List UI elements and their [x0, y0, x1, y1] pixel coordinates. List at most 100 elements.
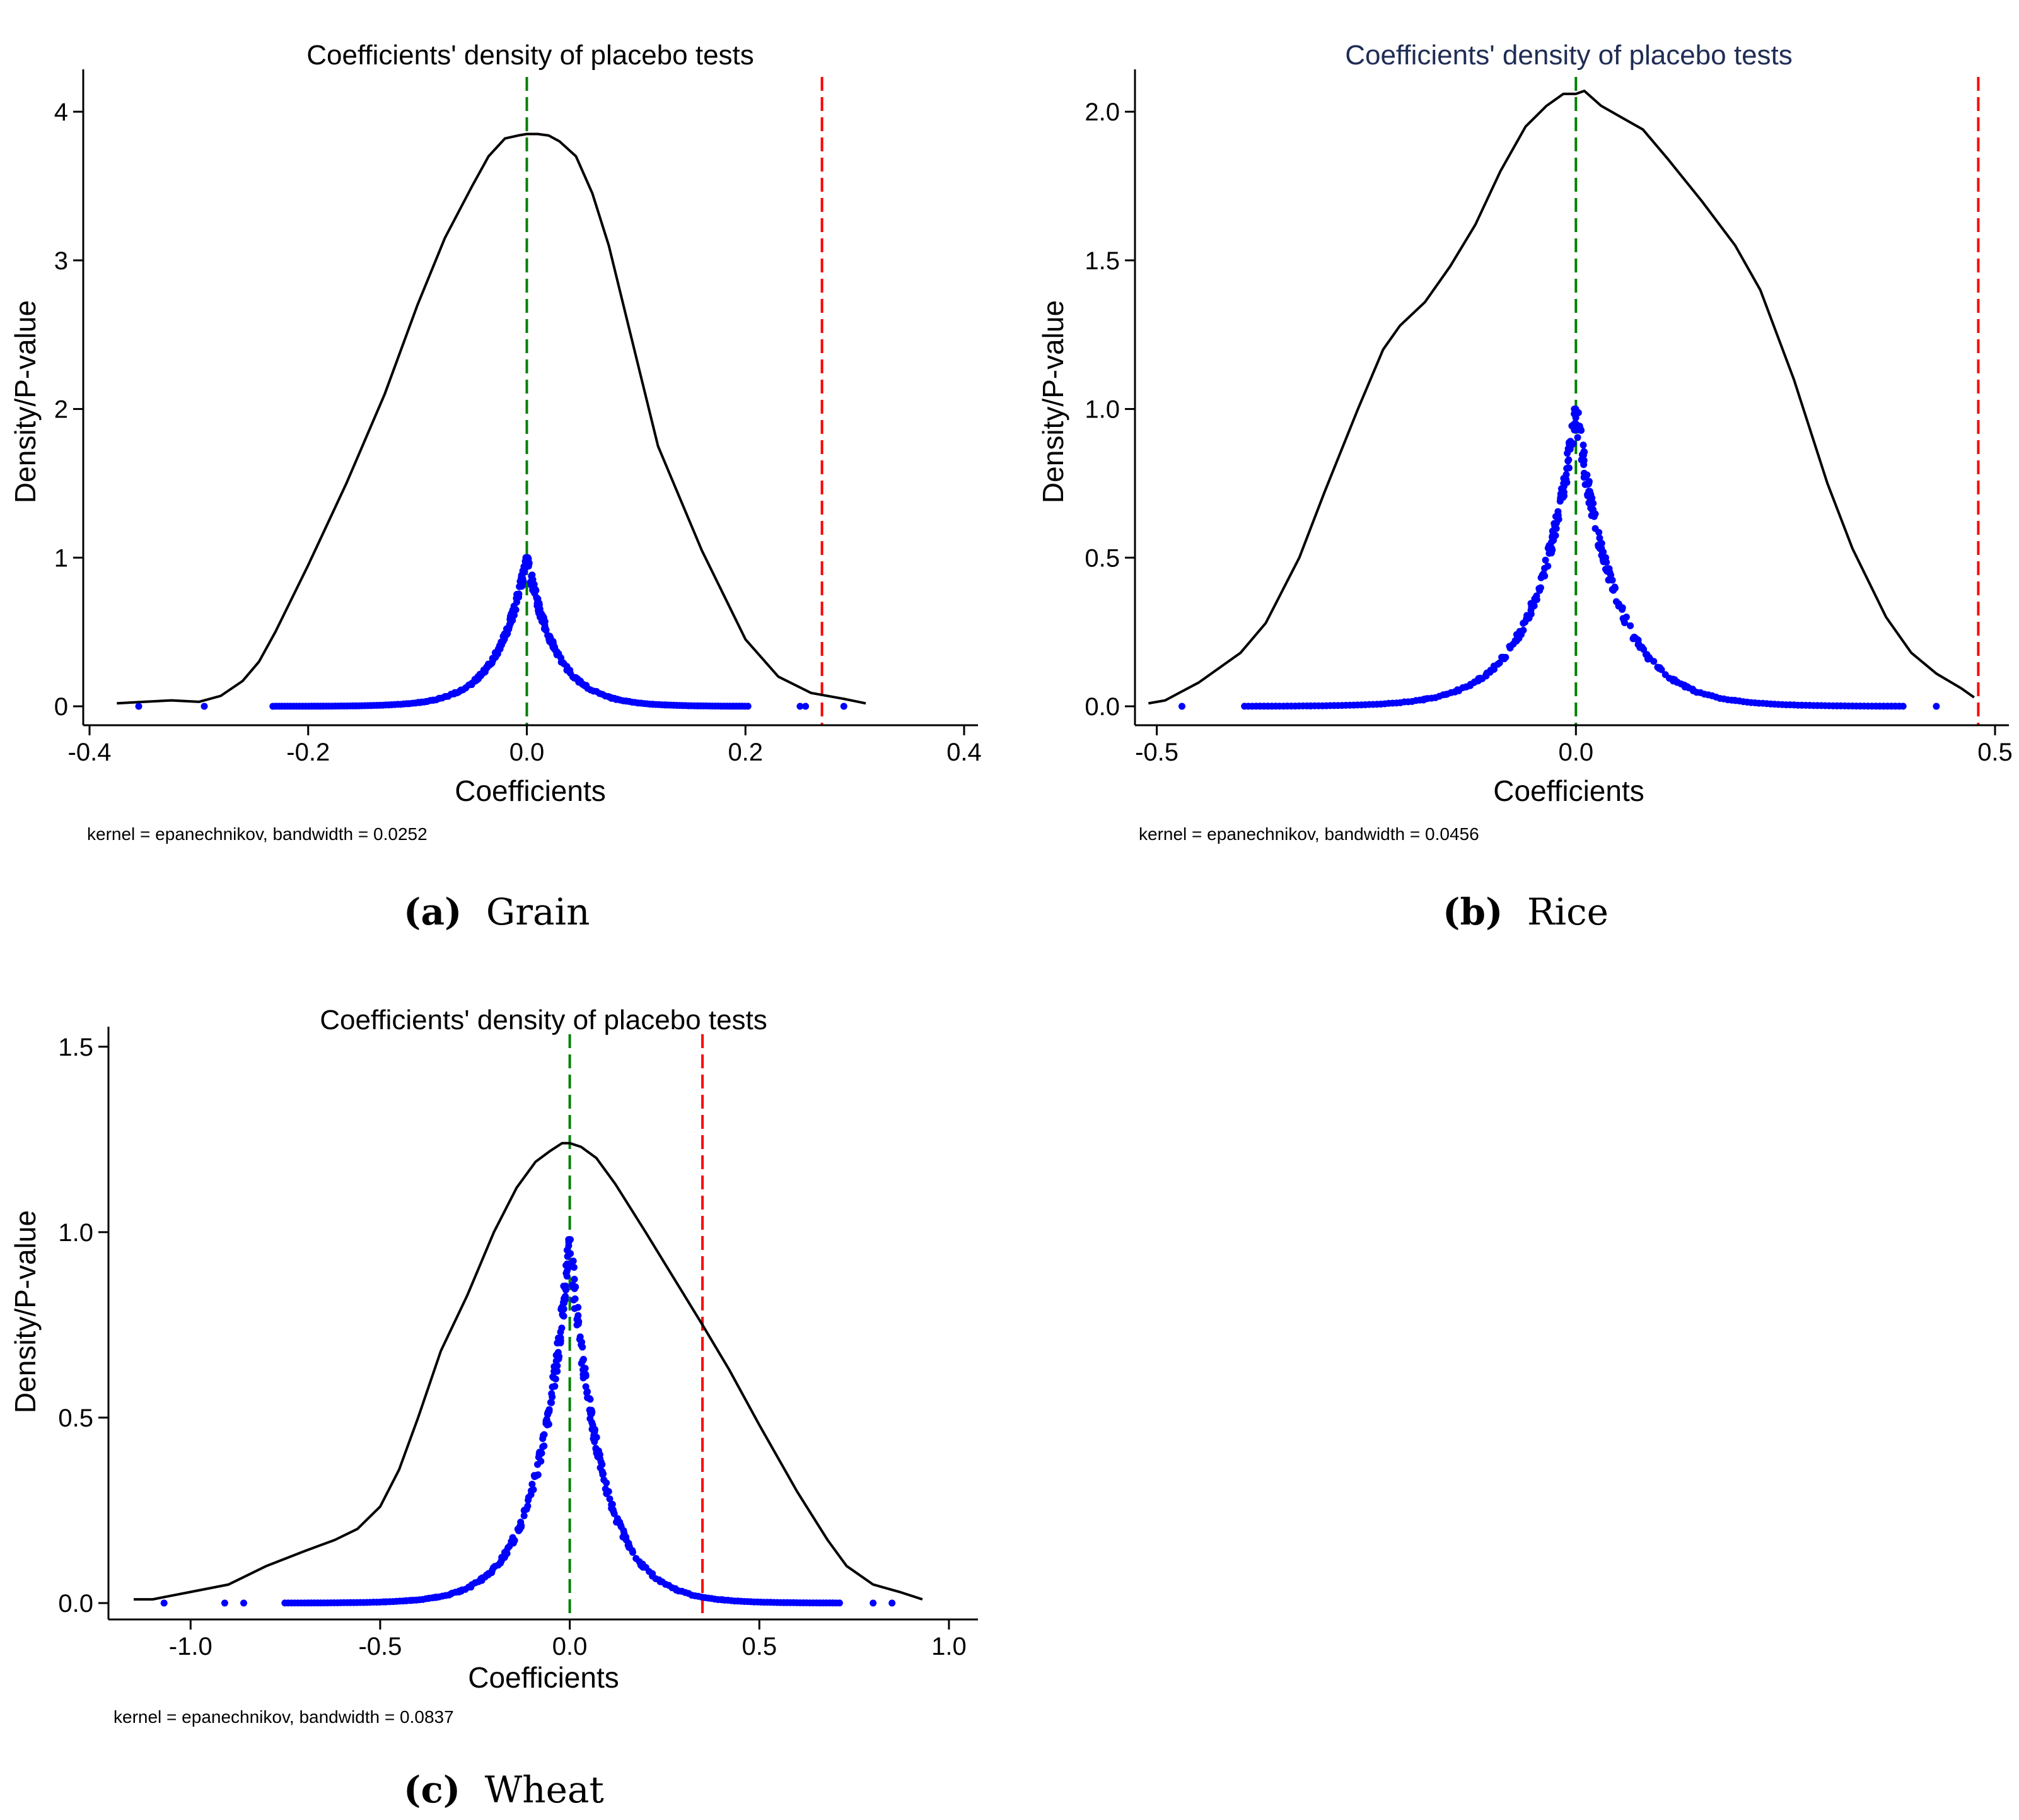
pvalue-point	[1494, 660, 1501, 668]
pvalue-point	[583, 1389, 591, 1397]
pvalue-point	[571, 1276, 578, 1283]
y-tick-label: 0.5	[1085, 544, 1120, 572]
pvalue-point	[548, 640, 556, 648]
x-tick-label: 0.4	[946, 738, 982, 766]
pvalue-point	[530, 1472, 538, 1479]
pvalue-point	[557, 1339, 564, 1346]
y-tick-label: 1.5	[58, 1034, 93, 1061]
pvalue-point	[835, 1599, 843, 1607]
pvalue-point	[1588, 501, 1595, 508]
pvalue-point	[518, 1523, 525, 1531]
pvalue-point	[1591, 525, 1599, 532]
panel-caption: (c) Wheat	[404, 1768, 604, 1811]
panel-caption: (a) Grain	[404, 890, 590, 933]
y-tick-label: 2.0	[1085, 98, 1120, 126]
pvalue-point	[1658, 666, 1665, 674]
pvalue-point	[536, 1449, 544, 1456]
pvalue-point	[1611, 583, 1619, 591]
pvalue-point	[1574, 434, 1581, 441]
y-tick-label: 0.0	[58, 1590, 93, 1618]
pvalue-point	[1584, 491, 1591, 498]
y-axis-label: Density/P-value	[1037, 300, 1069, 503]
pvalue-point	[571, 1305, 578, 1312]
x-tick-label: 0.0	[509, 738, 545, 766]
pvalue-point	[588, 1425, 596, 1433]
pvalue-point	[796, 703, 804, 710]
x-tick-label: 1.0	[931, 1633, 967, 1660]
pvalue-point	[562, 1269, 570, 1277]
kernel-note: kernel = epanechnikov, bandwidth = 0.025…	[87, 824, 428, 844]
pvalue-point	[597, 1458, 605, 1466]
pvalue-point	[528, 1481, 536, 1488]
pvalue-point	[559, 1312, 567, 1319]
pvalue-point	[557, 654, 564, 662]
x-tick-label: 0.0	[1558, 738, 1593, 766]
pvalue-point	[1560, 475, 1568, 482]
pvalue-point	[1588, 512, 1595, 519]
pvalue-point	[135, 703, 143, 710]
pvalue-point	[533, 594, 540, 601]
pvalue-point	[1541, 564, 1549, 572]
pvalue-point	[622, 1536, 630, 1544]
pvalue-point	[1572, 414, 1580, 421]
pvalue-point	[1627, 622, 1634, 629]
x-tick-label: 0.2	[728, 738, 763, 766]
pvalue-point	[539, 618, 547, 626]
y-axis-ticks: 0 1 2 3 4	[54, 98, 83, 721]
pvalue-point	[562, 1293, 569, 1300]
y-axis-ticks: 0.0 0.5 1.0 1.5	[58, 1034, 108, 1618]
pvalue-point	[572, 1283, 579, 1291]
pvalue-point	[616, 1519, 624, 1526]
caption-letter: (c)	[404, 1768, 460, 1811]
pvalue-point	[1537, 574, 1545, 581]
pvalue-point	[1542, 556, 1549, 564]
pvalue-point	[1603, 568, 1610, 575]
pvalue-point	[1650, 658, 1658, 665]
pvalue-point	[570, 1264, 578, 1271]
pvalue-point	[497, 641, 505, 649]
pvalue-point	[560, 1305, 567, 1313]
pvalue-point	[554, 1362, 561, 1370]
pvalue-point	[545, 1406, 553, 1414]
pvalue-point	[556, 1353, 563, 1360]
pvalue-point	[625, 1543, 633, 1551]
pvalue-point	[540, 1431, 548, 1438]
pvalue-point	[520, 1512, 528, 1520]
pvalue-point	[870, 1599, 877, 1607]
pvalue-point	[1545, 544, 1552, 551]
pvalue-point	[649, 1570, 656, 1577]
pvalue-point	[573, 1321, 581, 1329]
pvalue-point	[1548, 539, 1556, 546]
pvalue-point	[548, 1390, 556, 1397]
caption-gap	[473, 1768, 484, 1811]
pvalue-point	[560, 660, 567, 667]
pvalue-point	[1595, 541, 1603, 549]
pvalue-point	[1622, 614, 1630, 621]
pvalue-point	[1576, 423, 1583, 430]
caption-text: Wheat	[485, 1768, 604, 1811]
pvalue-point	[558, 1324, 566, 1332]
pvalue-point	[1581, 481, 1589, 488]
chart-title: Coefficients' density of placebo tests	[320, 1005, 767, 1035]
pvalue-point	[1569, 440, 1577, 447]
pvalue-point	[579, 1356, 587, 1363]
y-tick-label: 1	[54, 544, 68, 572]
caption-text: Rice	[1527, 890, 1609, 933]
pvalue-point	[1580, 452, 1587, 459]
y-tick-label: 0	[54, 693, 68, 721]
pvalue-point	[1600, 548, 1607, 556]
pvalue-point	[533, 602, 541, 610]
pvalue-point	[1607, 576, 1615, 583]
pvalue-point	[540, 1442, 548, 1450]
pvalue-point	[521, 567, 528, 575]
pvalue-point	[1561, 492, 1568, 499]
pvalue-point	[544, 1418, 551, 1426]
x-tick-label: 0.5	[742, 1633, 777, 1660]
plot-area	[117, 77, 866, 725]
pvalue-point	[504, 1544, 512, 1551]
pvalue-point	[596, 1464, 604, 1471]
pvalue-point	[1563, 465, 1571, 472]
pvalue-point	[536, 608, 544, 615]
x-tick-label: -0.5	[358, 1633, 402, 1660]
